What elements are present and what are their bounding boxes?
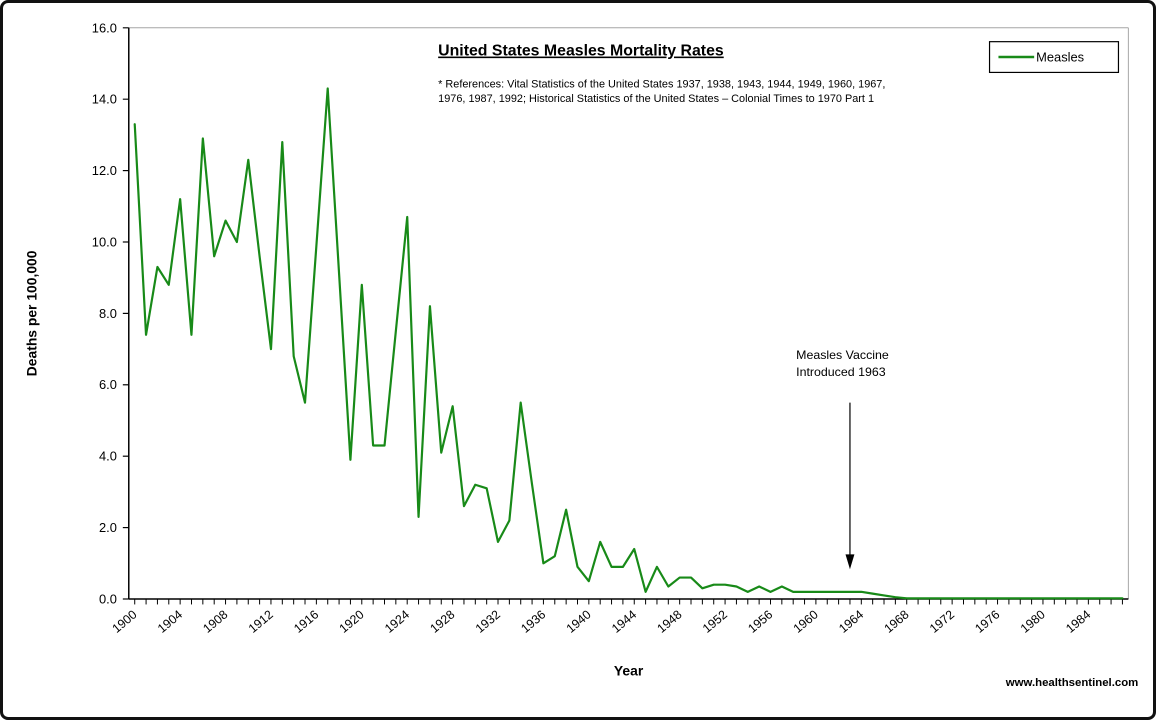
plot-area-border (128, 27, 1129, 599)
x-tick-label: 1900 (110, 607, 140, 635)
x-axis-title: Year (614, 662, 644, 678)
y-tick-label: 14.0 (92, 92, 117, 107)
chart-title: United States Measles Mortality Rates (438, 43, 724, 60)
x-tick-label: 1956 (745, 607, 775, 635)
x-tick-label: 1976 (972, 607, 1002, 635)
vaccine-annotation: Measles Vaccine Introduced 1963 (796, 348, 889, 570)
y-tick-label: 12.0 (92, 163, 117, 178)
x-axis-ticks (134, 598, 1123, 605)
series-line-measles (133, 87, 1124, 600)
y-tick-label: 0.0 (99, 591, 117, 606)
annotation-line-2: Introduced 1963 (796, 365, 886, 379)
references-line-2: 1976, 1987, 1992; Historical Statistics … (438, 93, 874, 105)
y-tick-label: 6.0 (99, 377, 117, 392)
x-tick-label: 1980 (1018, 607, 1048, 635)
axes (128, 27, 1129, 600)
arrow-head-icon (845, 554, 855, 570)
x-tick-label: 1952 (700, 607, 730, 635)
y-tick-label: 10.0 (92, 234, 117, 249)
y-tick-label: 8.0 (99, 306, 117, 321)
x-tick-label: 1908 (200, 607, 230, 635)
x-tick-label: 1948 (654, 607, 684, 635)
references-line-1: * References: Vital Statistics of the Un… (438, 78, 885, 90)
x-axis-labels: 1900 1904 1908 1912 1916 1920 1924 1928 1932 1936… (110, 607, 1094, 635)
x-tick-label: 1984 (1063, 607, 1093, 635)
y-axis-ticks (122, 27, 129, 600)
x-tick-label: 1936 (518, 607, 548, 635)
x-tick-label: 1960 (791, 607, 821, 635)
x-tick-label: 1972 (927, 607, 957, 635)
x-tick-label: 1920 (337, 607, 367, 635)
x-tick-label: 1968 (882, 607, 912, 635)
x-tick-label: 1924 (382, 607, 412, 635)
watermark: www.healthsentinel.com (1005, 677, 1138, 689)
annotation-line-1: Measles Vaccine (796, 348, 889, 362)
y-tick-label: 2.0 (99, 520, 117, 535)
y-tick-label: 16.0 (92, 20, 117, 35)
legend-label: Measles (1036, 50, 1084, 65)
y-axis-title: Deaths per 100,000 (24, 250, 40, 376)
x-tick-label: 1944 (609, 607, 639, 635)
x-tick-label: 1916 (291, 607, 321, 635)
x-tick-label: 1912 (246, 607, 276, 635)
legend: Measles (988, 41, 1120, 74)
y-axis-labels: 0.0 2.0 4.0 6.0 8.0 10.0 12.0 14.0 16.0 (92, 20, 117, 606)
measles-mortality-chart: 0.0 2.0 4.0 6.0 8.0 10.0 12.0 14.0 16.0 1900 1904… (24, 20, 1139, 689)
x-tick-label: 1940 (564, 607, 594, 635)
x-tick-label: 1964 (836, 607, 866, 635)
x-tick-label: 1904 (155, 607, 185, 635)
y-tick-label: 4.0 (99, 449, 117, 464)
x-tick-label: 1928 (427, 607, 457, 635)
x-tick-label: 1932 (473, 607, 503, 635)
